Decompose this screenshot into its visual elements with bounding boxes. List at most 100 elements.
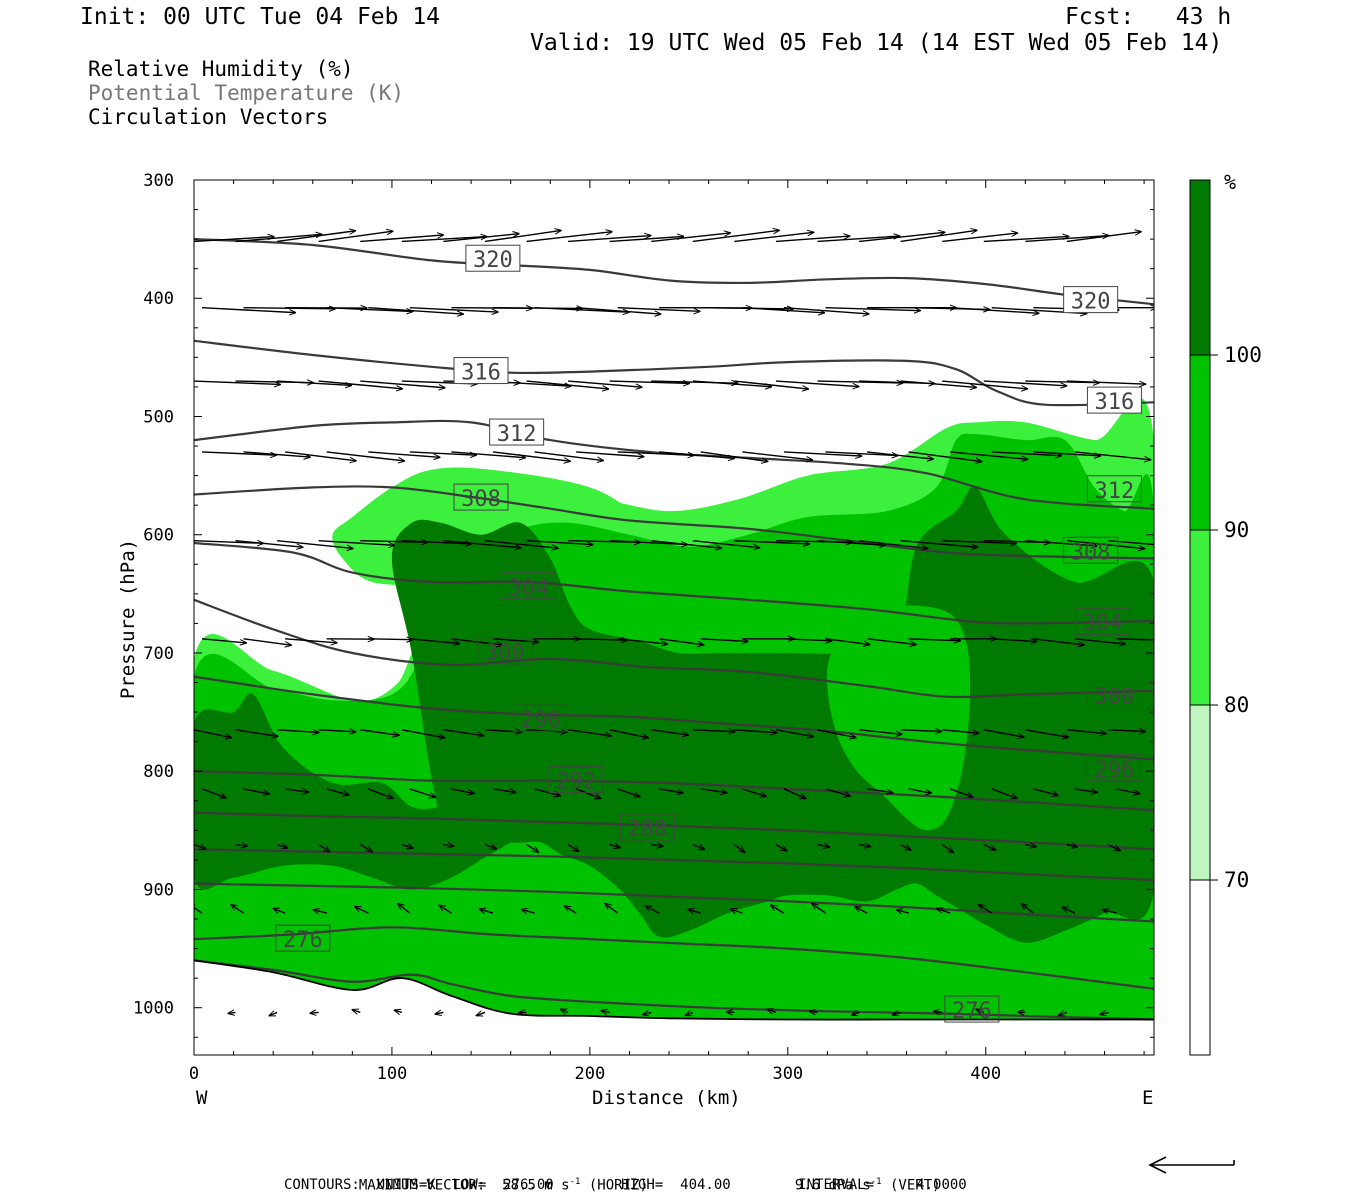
vector-arrow xyxy=(949,788,973,797)
contour-label-box xyxy=(1063,286,1119,314)
y-tick-label: 500 xyxy=(143,407,174,427)
max-vector-vert-exponent: -1 xyxy=(870,1177,882,1187)
vector-arrow xyxy=(201,451,276,455)
vector-arrow xyxy=(643,1012,652,1014)
contour-label-box xyxy=(453,357,509,385)
colorbar-tick-label: 100 xyxy=(1224,343,1262,367)
vector-arrow xyxy=(201,638,246,643)
legend-relative-humidity: Relative Humidity (%) xyxy=(88,57,354,81)
vector-arrow xyxy=(825,638,870,645)
vector-arrow xyxy=(534,451,604,461)
vector-arrow xyxy=(900,843,911,851)
vector-arrow xyxy=(979,905,993,914)
vector-arrow xyxy=(401,539,471,544)
vector-arrow xyxy=(360,541,427,543)
vector-arrow xyxy=(401,237,487,243)
vector-arrow xyxy=(201,788,226,798)
vector-arrow xyxy=(534,788,561,796)
theta-contour-312 xyxy=(194,419,1154,510)
rh-region-100-4 xyxy=(194,693,685,890)
theta-contour-316 xyxy=(194,339,1154,407)
vector-arrow xyxy=(651,539,721,549)
vector-arrow xyxy=(651,845,663,847)
vector-arrow xyxy=(609,539,688,545)
vector-arrow xyxy=(277,539,353,549)
vector-arrow xyxy=(484,845,496,849)
contour-label-box xyxy=(477,637,533,665)
y-tick-label: 700 xyxy=(143,644,174,664)
vector-arrow xyxy=(601,1011,610,1013)
vector-arrow xyxy=(401,729,445,738)
contour-label: 308 xyxy=(461,487,501,512)
vector-arrow xyxy=(692,539,760,548)
vector-arrow xyxy=(896,910,909,913)
vector-arrow xyxy=(908,788,932,793)
vector-arrow xyxy=(991,639,1037,642)
vector-arrow xyxy=(605,904,619,914)
vector-arrow xyxy=(409,638,460,644)
vector-arrow xyxy=(1074,638,1125,644)
max-vector-horiz-exponent: -1 xyxy=(569,1177,581,1187)
vector-arrow xyxy=(568,236,651,243)
contour-label: 276 xyxy=(283,928,323,953)
valid-time: Valid: 19 UTC Wed 05 Feb 14 (14 EST Wed … xyxy=(530,30,1223,56)
vector-arrow xyxy=(1108,843,1120,851)
vector-arrow xyxy=(492,451,570,461)
vector-arrow xyxy=(359,843,372,852)
vector-arrow xyxy=(742,451,812,460)
vector-arrow xyxy=(1025,539,1096,546)
contour-label-box xyxy=(944,995,1000,1023)
vector-arrow xyxy=(817,729,856,738)
vector-arrow xyxy=(318,843,330,852)
vector-arrow xyxy=(659,638,703,645)
vector-arrow xyxy=(700,788,727,793)
vector-arrow xyxy=(1074,789,1097,792)
contour-label-box xyxy=(1075,607,1131,635)
vector-arrow xyxy=(194,237,274,243)
vector-arrow xyxy=(576,307,661,314)
init-time: Init: 00 UTC Tue 04 Feb 14 xyxy=(80,4,441,30)
vector-arrow xyxy=(1025,236,1108,243)
ground-surface-line xyxy=(194,959,1154,1021)
vector-arrow xyxy=(950,451,1027,459)
vector-arrow xyxy=(243,638,292,645)
vector-arrow xyxy=(817,236,900,243)
vector-arrow xyxy=(561,1009,569,1012)
vector-arrow xyxy=(360,729,399,735)
contour-label-box xyxy=(501,572,557,600)
vector-arrow xyxy=(1108,730,1145,732)
y-tick-label: 300 xyxy=(143,171,174,191)
vector-arrow xyxy=(609,236,684,243)
vector-arrow xyxy=(1033,788,1058,795)
contour-label: 316 xyxy=(1095,390,1135,415)
reference-vector-icon xyxy=(1148,1156,1235,1174)
footer-max-vector: MAXIMUM VECTOR: 58.5 m s-1 (HORIZ) xyxy=(342,1158,648,1194)
vector-arrow xyxy=(775,729,813,737)
vector-arrow xyxy=(194,1011,195,1013)
vector-arrow xyxy=(783,639,832,641)
theta-contour-320 xyxy=(194,238,1154,306)
vector-arrow xyxy=(243,451,311,457)
contour-label: 316 xyxy=(461,361,501,386)
vector-arrow xyxy=(976,1009,985,1012)
colorbar-segment xyxy=(1189,879,1211,1056)
contour-label: 296 xyxy=(1095,758,1135,783)
vector-arrow xyxy=(858,729,902,734)
vector-arrow xyxy=(1100,1012,1109,1014)
vector-arrow xyxy=(1066,380,1146,384)
vector-arrow xyxy=(692,843,705,850)
vector-arrow xyxy=(326,307,413,312)
colorbar-tick-label: 90 xyxy=(1224,518,1249,542)
theta-contour-line-10 xyxy=(194,882,1154,923)
vector-arrow xyxy=(194,845,206,849)
colorbar-segment xyxy=(1189,529,1211,706)
legend-potential-temperature: Potential Temperature (K) xyxy=(88,81,405,105)
vector-arrow xyxy=(900,730,942,732)
contour-label: 276 xyxy=(952,999,992,1024)
vector-arrow xyxy=(1103,910,1117,913)
vector-arrow xyxy=(855,907,868,914)
theta-contour-308 xyxy=(194,485,1154,560)
contour-label-box xyxy=(548,766,604,794)
theta-contour-276 xyxy=(194,926,1154,990)
